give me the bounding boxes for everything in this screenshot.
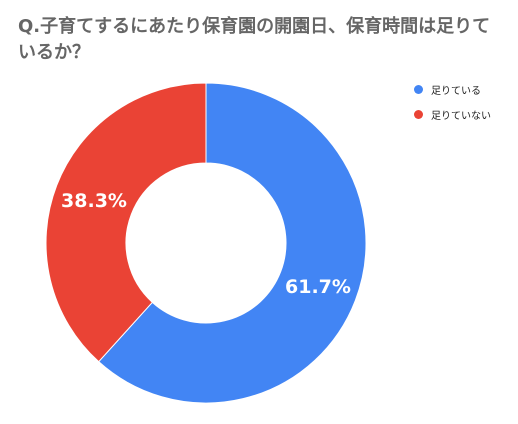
slice-insufficient <box>45 82 207 363</box>
legend-swatch-insufficient <box>414 109 423 119</box>
slice-label-insufficient: 38.3% <box>61 190 127 212</box>
legend-item-sufficient: 足りている <box>414 82 491 97</box>
legend-label-sufficient: 足りている <box>431 85 481 97</box>
legend-swatch-sufficient <box>414 84 423 94</box>
legend-item-insufficient: 足りていない <box>414 107 491 122</box>
slice-label-sufficient: 61.7% <box>285 276 351 298</box>
legend: 足りている 足りていない <box>414 82 491 132</box>
slice-sufficient <box>97 82 367 404</box>
chart-title: Q.子育てするにあたり保育園の開園日、保育時間は足りているか？ <box>18 16 491 63</box>
legend-label-insufficient: 足りていない <box>431 110 491 122</box>
